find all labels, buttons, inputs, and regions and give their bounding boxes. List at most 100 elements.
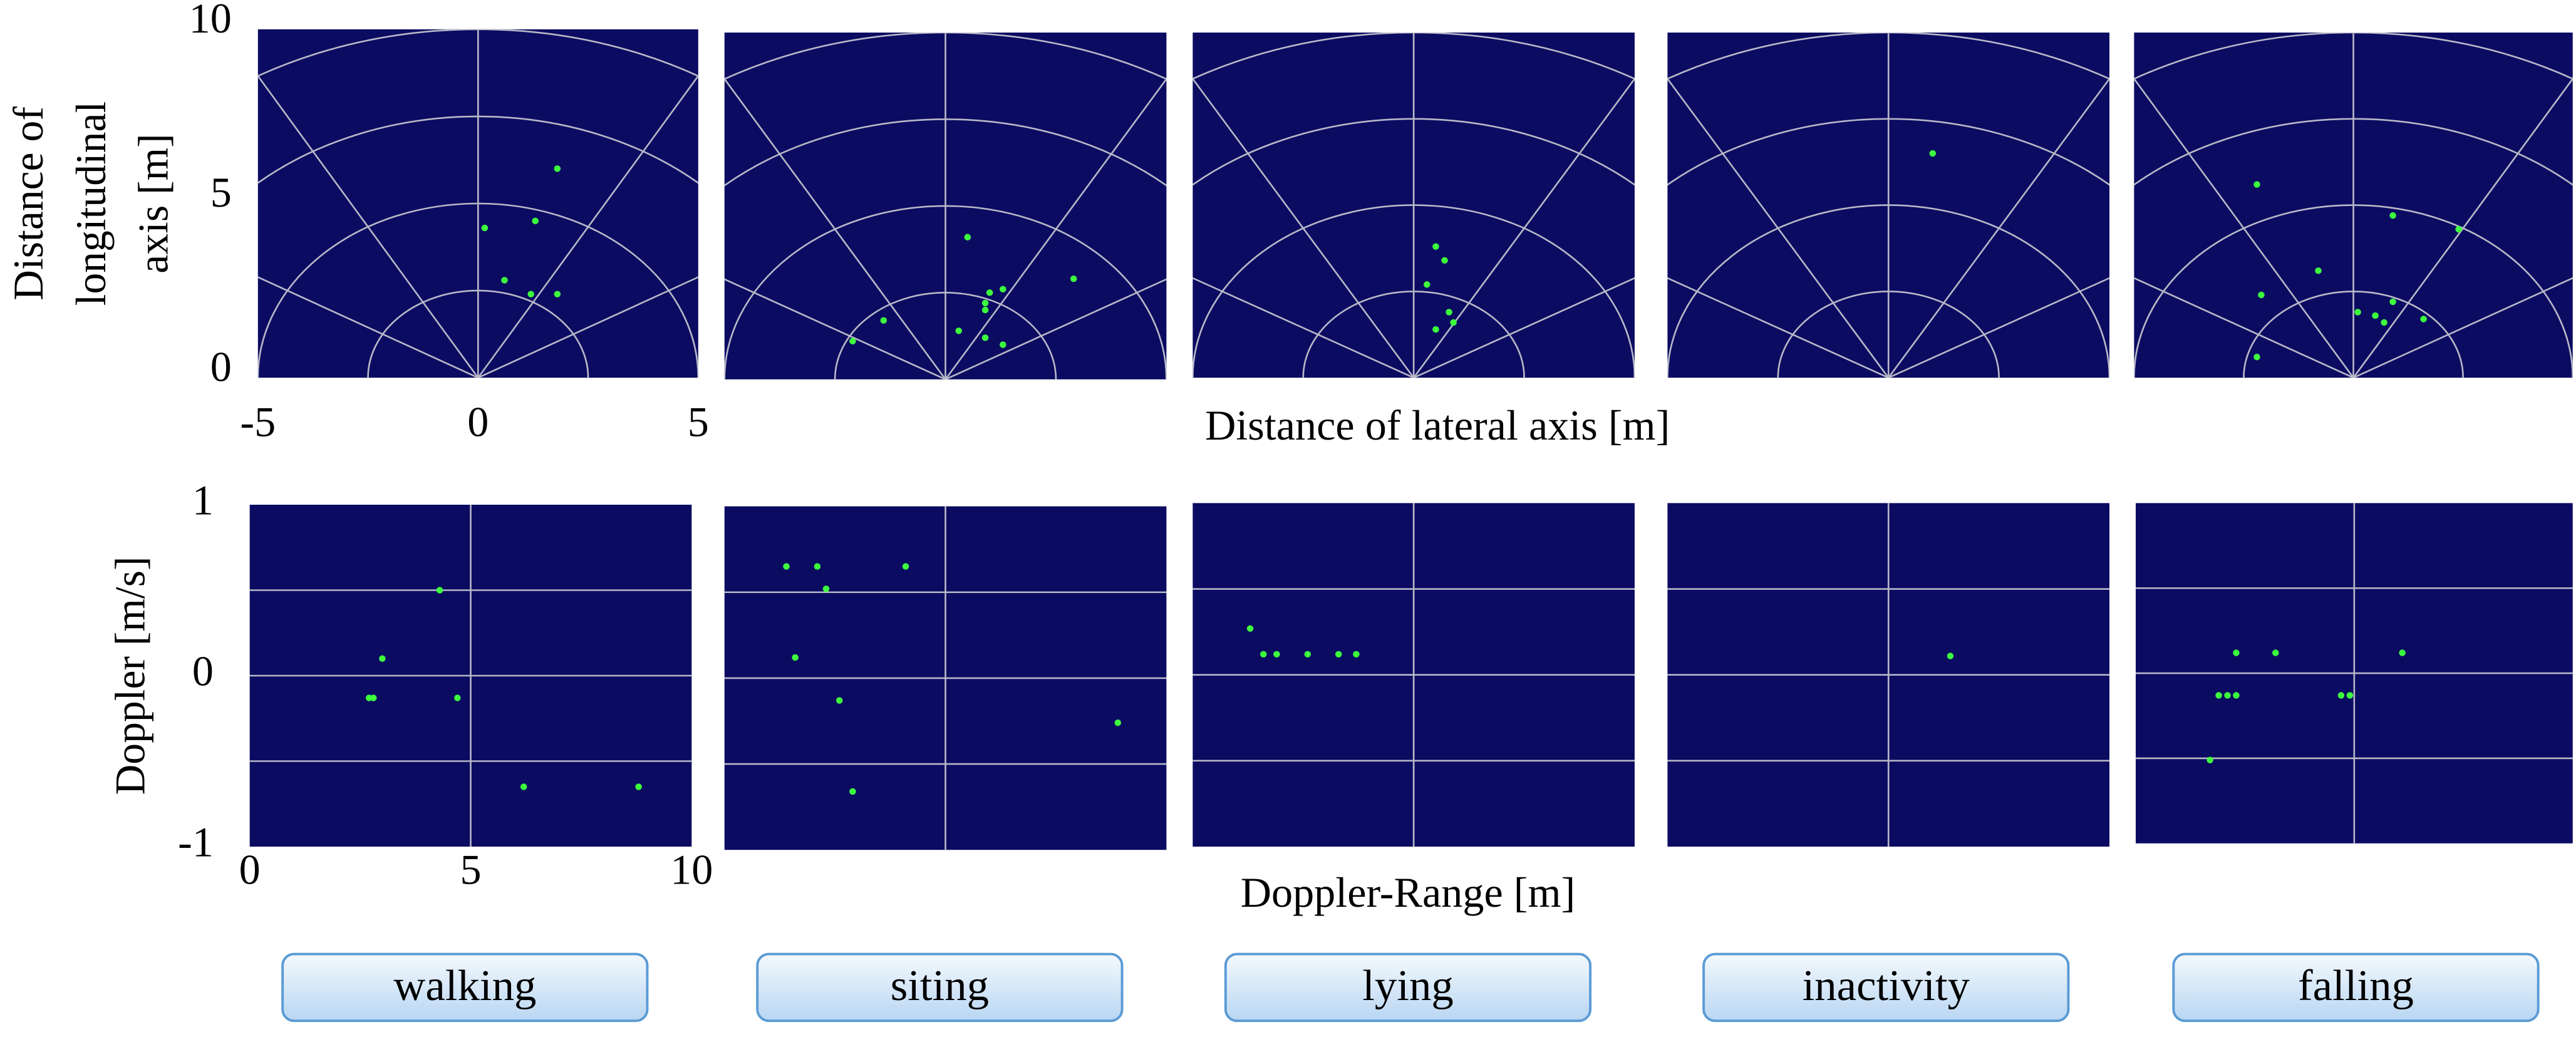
data-point	[2372, 312, 2379, 319]
activity-button: walking	[281, 952, 649, 1023]
data-point	[1450, 319, 1457, 326]
radial-line	[1667, 77, 1890, 378]
data-point	[532, 217, 539, 225]
grid	[724, 33, 1167, 379]
data-point	[1947, 653, 1954, 659]
x-tick-label: 5	[688, 398, 709, 446]
button-label: siting	[891, 961, 989, 1010]
data-point	[1114, 720, 1122, 726]
x-tick-label: 10	[670, 846, 713, 894]
data-point	[2399, 649, 2406, 656]
radial-line	[1413, 277, 1635, 378]
data-point	[2206, 756, 2213, 763]
activity-button: siting	[756, 952, 1124, 1023]
data-point	[2389, 298, 2396, 306]
data-point	[822, 585, 830, 592]
data-point	[2420, 316, 2427, 322]
panel	[1667, 33, 2110, 378]
radial-line	[257, 276, 478, 378]
data-point	[1304, 651, 1311, 658]
activity-button: inactivity	[1702, 952, 2070, 1023]
radial-line	[944, 77, 1167, 379]
panel	[724, 33, 1167, 379]
data-point	[1000, 341, 1006, 348]
button-label: lying	[1362, 961, 1454, 1010]
data-point	[1441, 257, 1448, 264]
button-box	[2172, 952, 2540, 1023]
data-point	[902, 563, 909, 570]
data-point	[2354, 309, 2361, 316]
button-label: walking	[393, 961, 536, 1010]
activity-button: falling	[2172, 952, 2540, 1023]
x-tick-label: 0	[239, 846, 261, 894]
button-box	[1702, 952, 2070, 1023]
data-point	[814, 563, 821, 570]
grid	[1192, 503, 1635, 847]
data-point	[880, 317, 887, 324]
grid	[1667, 33, 2110, 378]
y-tick-label: 10	[189, 0, 232, 42]
radial-line	[1192, 77, 1415, 378]
data-point	[370, 694, 377, 701]
radial-line	[945, 278, 1167, 379]
data-point	[981, 306, 989, 314]
data-point	[955, 328, 963, 334]
data-point	[2258, 291, 2265, 299]
data-point	[1353, 651, 1360, 658]
data-point	[1273, 651, 1280, 658]
y-axis-label: longitudinal	[67, 101, 115, 306]
grid	[257, 29, 698, 378]
data-point	[2455, 225, 2462, 233]
data-point	[2346, 692, 2354, 699]
data-point	[454, 694, 461, 701]
panel	[1192, 33, 1635, 378]
data-point	[1246, 625, 1254, 632]
data-point	[1424, 281, 1430, 288]
y-tick-label: 0	[210, 343, 232, 391]
radial-line	[2134, 277, 2354, 378]
data-point	[1432, 243, 1439, 250]
data-point	[2315, 267, 2322, 274]
y-tick-label: 0	[192, 647, 214, 695]
grid	[1192, 33, 1635, 378]
data-point	[635, 783, 642, 790]
data-point	[964, 234, 971, 240]
y-tick-label: 1	[192, 477, 214, 524]
button-label: falling	[2298, 961, 2414, 1010]
radial-line	[1413, 77, 1635, 378]
y-tick-label: -1	[178, 818, 214, 866]
radial-line	[2353, 277, 2573, 378]
data-point	[1446, 309, 1452, 316]
data-point	[520, 783, 527, 790]
panel	[257, 29, 698, 378]
button-box	[1224, 952, 1592, 1023]
data-point	[981, 334, 989, 341]
panel	[249, 505, 692, 847]
radial-line	[1667, 277, 1889, 378]
data-point	[2233, 692, 2240, 699]
data-point	[527, 291, 534, 297]
radial-line	[1888, 77, 2110, 378]
data-point	[554, 165, 561, 172]
data-point	[1000, 286, 1006, 293]
x-tick-label: -5	[240, 398, 276, 446]
button-box	[281, 952, 649, 1023]
data-point	[2253, 353, 2260, 361]
y-tick-label: 5	[210, 168, 232, 216]
data-point	[501, 277, 508, 284]
data-point	[986, 289, 993, 296]
data-point	[2253, 181, 2260, 188]
data-point	[1432, 326, 1439, 333]
grid	[1667, 503, 2110, 847]
data-point	[2224, 692, 2231, 699]
y-axis-label: Distance of	[4, 106, 52, 301]
panel	[2136, 503, 2573, 843]
y-axis-label: Doppler [m/s]	[106, 556, 153, 795]
data-point	[981, 299, 989, 307]
data-point	[2272, 649, 2279, 656]
data-point	[2381, 319, 2387, 326]
data-point	[2389, 212, 2396, 219]
panel	[724, 506, 1167, 850]
radial-line	[2352, 77, 2573, 378]
